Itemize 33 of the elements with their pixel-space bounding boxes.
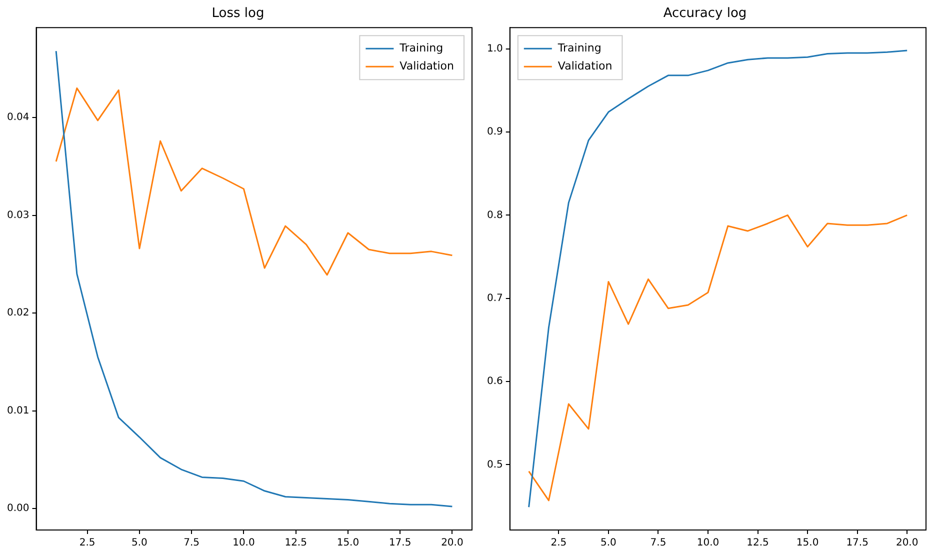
chart-title: Loss log [212, 6, 264, 22]
x-tick-label: 17.5 [388, 538, 412, 549]
x-tick-label: 15.0 [336, 538, 360, 549]
x-tick-label: 17.5 [846, 538, 868, 549]
x-tick-label: 5.0 [132, 538, 148, 549]
y-tick-label: 0.01 [7, 405, 30, 416]
x-tick-label: 7.5 [184, 538, 200, 549]
y-tick-label: 0.04 [7, 112, 30, 124]
y-tick-label: 0.03 [7, 210, 30, 221]
y-tick-label: 0.7 [486, 292, 503, 304]
x-tick-label: 10.0 [696, 538, 720, 549]
x-tick-label: 2.5 [79, 538, 96, 549]
x-tick-label: 20.0 [441, 538, 464, 549]
y-tick-label: 0.00 [7, 503, 30, 514]
x-tick-label: 2.5 [550, 538, 567, 549]
x-tick-label: 7.5 [650, 538, 666, 549]
y-tick-label: 0.5 [486, 459, 503, 470]
y-tick-label: 0.02 [7, 308, 30, 319]
legend-label: Validation [400, 59, 454, 72]
legend-label: Training [398, 41, 444, 54]
legend-label: Validation [558, 59, 612, 72]
legend-label: Training [556, 41, 602, 54]
y-tick-label: 0.8 [486, 210, 503, 221]
x-tick-label: 15.0 [796, 538, 819, 549]
y-tick-label: 0.6 [486, 376, 503, 388]
x-tick-label: 20.0 [896, 538, 918, 549]
chart-title: Accuracy log [663, 6, 747, 22]
x-tick-label: 12.5 [746, 538, 769, 549]
y-tick-label: 1.0 [486, 43, 503, 54]
x-tick-label: 5.0 [600, 538, 616, 549]
x-tick-label: 12.5 [284, 538, 307, 549]
x-tick-label: 10.0 [232, 538, 255, 549]
y-tick-label: 0.9 [486, 126, 503, 138]
